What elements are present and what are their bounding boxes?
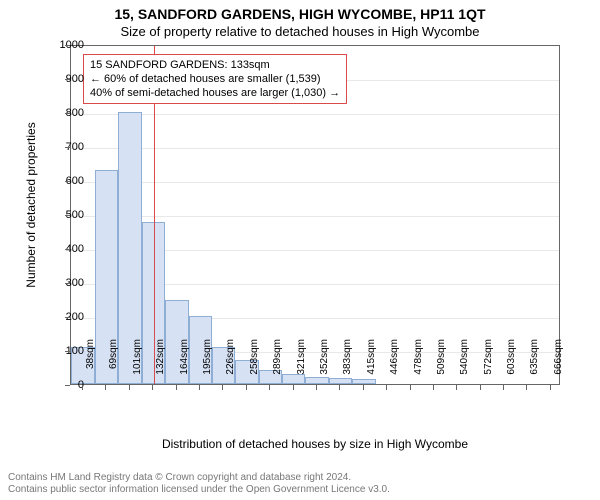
xtick-label: 321sqm xyxy=(296,339,307,389)
xtick-mark xyxy=(82,385,83,390)
ytick-label: 0 xyxy=(44,379,84,391)
xtick-label: 635sqm xyxy=(529,339,540,389)
info-box-line: 40% of semi-detached houses are larger (… xyxy=(90,86,340,100)
xtick-label: 164sqm xyxy=(179,339,190,389)
ytick-label: 600 xyxy=(44,175,84,187)
xtick-mark xyxy=(526,385,527,390)
ytick-mark xyxy=(65,385,70,386)
y-axis-label: Number of detached properties xyxy=(24,105,38,305)
ytick-label: 700 xyxy=(44,141,84,153)
xtick-label: 132sqm xyxy=(155,339,166,389)
ytick-mark xyxy=(65,317,70,318)
ytick-label: 800 xyxy=(44,107,84,119)
xtick-mark xyxy=(386,385,387,390)
xtick-mark xyxy=(480,385,481,390)
ytick-mark xyxy=(65,79,70,80)
ytick-label: 400 xyxy=(44,243,84,255)
xtick-mark xyxy=(293,385,294,390)
plot-area: 15 SANDFORD GARDENS: 133sqm← 60% of deta… xyxy=(70,45,560,385)
ytick-mark xyxy=(65,147,70,148)
info-box-line: ← 60% of detached houses are smaller (1,… xyxy=(90,72,340,86)
xtick-label: 258sqm xyxy=(249,339,260,389)
xtick-label: 383sqm xyxy=(342,339,353,389)
xtick-mark xyxy=(176,385,177,390)
xtick-label: 415sqm xyxy=(366,339,377,389)
xtick-mark xyxy=(246,385,247,390)
xtick-label: 195sqm xyxy=(202,339,213,389)
xtick-mark xyxy=(503,385,504,390)
xtick-mark xyxy=(339,385,340,390)
info-box-line: 15 SANDFORD GARDENS: 133sqm xyxy=(90,58,340,72)
footer-line1: Contains HM Land Registry data © Crown c… xyxy=(8,472,592,484)
chart-title: 15, SANDFORD GARDENS, HIGH WYCOMBE, HP11… xyxy=(0,6,600,22)
xtick-label: 101sqm xyxy=(132,339,143,389)
ytick-label: 200 xyxy=(44,311,84,323)
xtick-label: 540sqm xyxy=(459,339,470,389)
ytick-mark xyxy=(65,181,70,182)
ytick-mark xyxy=(65,45,70,46)
xtick-mark xyxy=(456,385,457,390)
ytick-label: 500 xyxy=(44,209,84,221)
xtick-mark xyxy=(316,385,317,390)
xtick-label: 69sqm xyxy=(108,339,119,389)
info-box: 15 SANDFORD GARDENS: 133sqm← 60% of deta… xyxy=(83,54,347,104)
xtick-mark xyxy=(222,385,223,390)
xtick-mark xyxy=(152,385,153,390)
ytick-mark xyxy=(65,215,70,216)
xtick-label: 666sqm xyxy=(553,339,564,389)
xtick-label: 509sqm xyxy=(436,339,447,389)
xtick-mark xyxy=(433,385,434,390)
xtick-mark xyxy=(199,385,200,390)
xtick-mark xyxy=(550,385,551,390)
xtick-mark xyxy=(410,385,411,390)
xtick-label: 446sqm xyxy=(389,339,400,389)
ytick-mark xyxy=(65,351,70,352)
xtick-label: 38sqm xyxy=(85,339,96,389)
ytick-label: 100 xyxy=(44,345,84,357)
xtick-label: 289sqm xyxy=(272,339,283,389)
xtick-mark xyxy=(363,385,364,390)
footer: Contains HM Land Registry data © Crown c… xyxy=(8,472,592,496)
ytick-label: 1000 xyxy=(44,39,84,51)
xtick-mark xyxy=(129,385,130,390)
xtick-label: 226sqm xyxy=(225,339,236,389)
ytick-label: 900 xyxy=(44,73,84,85)
x-axis-label: Distribution of detached houses by size … xyxy=(70,437,560,451)
footer-line2: Contains public sector information licen… xyxy=(8,484,592,496)
ytick-mark xyxy=(65,249,70,250)
chart-area: 15 SANDFORD GARDENS: 133sqm← 60% of deta… xyxy=(70,45,580,425)
ytick-mark xyxy=(65,113,70,114)
xtick-label: 603sqm xyxy=(506,339,517,389)
xtick-label: 478sqm xyxy=(413,339,424,389)
ytick-label: 300 xyxy=(44,277,84,289)
xtick-label: 572sqm xyxy=(483,339,494,389)
xtick-label: 352sqm xyxy=(319,339,330,389)
xtick-mark xyxy=(269,385,270,390)
xtick-mark xyxy=(105,385,106,390)
chart-subtitle: Size of property relative to detached ho… xyxy=(0,24,600,39)
ytick-mark xyxy=(65,283,70,284)
